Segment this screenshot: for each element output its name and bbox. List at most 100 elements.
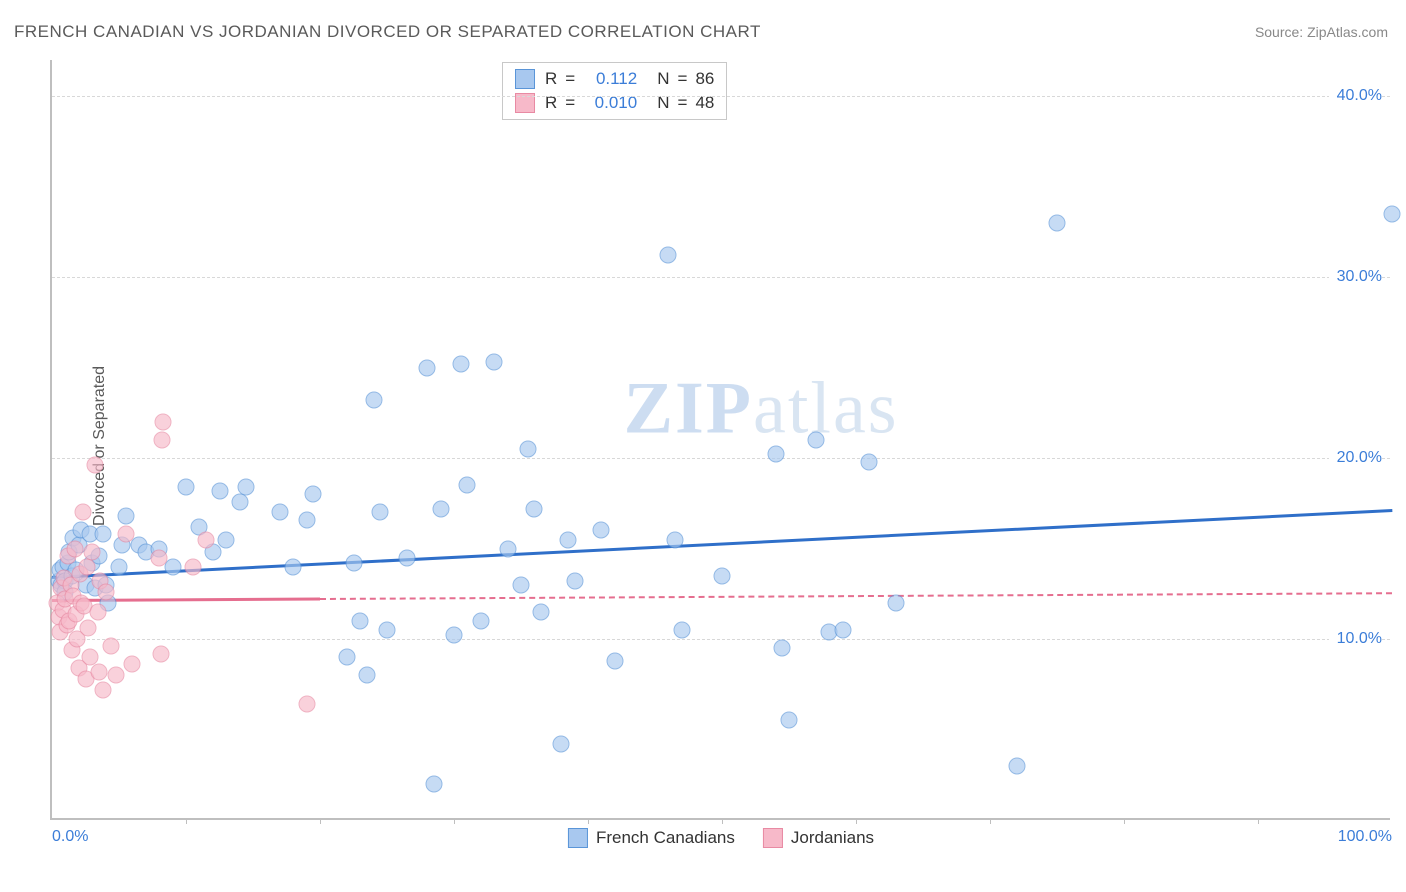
data-point — [124, 656, 141, 673]
xtick-mark — [1258, 818, 1259, 824]
stats-row-series1: R = 0.112 N = 86 — [503, 67, 726, 91]
data-point — [178, 479, 195, 496]
data-point — [432, 500, 449, 517]
xtick-mark — [454, 818, 455, 824]
ytick-label: 10.0% — [1329, 630, 1382, 648]
legend-swatch-1 — [568, 828, 588, 848]
data-point — [94, 526, 111, 543]
data-point — [419, 359, 436, 376]
stat-n-value-1: 86 — [695, 69, 714, 89]
data-point — [834, 622, 851, 639]
data-point — [425, 775, 442, 792]
data-point — [774, 640, 791, 657]
data-point — [102, 638, 119, 655]
data-point — [446, 627, 463, 644]
data-point — [184, 558, 201, 575]
data-point — [606, 652, 623, 669]
source-label: Source: — [1255, 24, 1307, 40]
legend-item-2: Jordanians — [763, 828, 874, 848]
data-point — [231, 493, 248, 510]
data-point — [372, 504, 389, 521]
legend-swatch-2 — [763, 828, 783, 848]
watermark-bold: ZIP — [624, 367, 753, 449]
data-point — [153, 432, 170, 449]
ytick-label: 40.0% — [1329, 87, 1382, 105]
trend-line-dashed — [320, 592, 1392, 600]
data-point — [155, 413, 172, 430]
xtick-mark — [856, 818, 857, 824]
data-point — [888, 594, 905, 611]
data-point — [781, 712, 798, 729]
stats-row-series2: R = 0.010 N = 48 — [503, 91, 726, 115]
data-point — [593, 522, 610, 539]
data-point — [152, 645, 169, 662]
stats-legend-box: R = 0.112 N = 86 R = 0.010 N = 48 — [502, 62, 727, 120]
data-point — [338, 649, 355, 666]
data-point — [526, 500, 543, 517]
data-point — [117, 526, 134, 543]
stat-r-label-1: R — [545, 69, 557, 89]
plot-area: ZIPatlas R = 0.112 N = 86 R = 0.010 N = … — [50, 60, 1390, 820]
gridline — [52, 96, 1390, 97]
xtick-mark — [588, 818, 589, 824]
data-point — [365, 392, 382, 409]
chart-title: FRENCH CANADIAN VS JORDANIAN DIVORCED OR… — [14, 22, 761, 42]
xtick-mark — [320, 818, 321, 824]
data-point — [285, 558, 302, 575]
data-point — [486, 354, 503, 371]
legend-item-1: French Canadians — [568, 828, 735, 848]
data-point — [1008, 757, 1025, 774]
watermark-rest: atlas — [753, 367, 899, 449]
xtick-label: 100.0% — [1338, 828, 1392, 846]
data-point — [1384, 205, 1401, 222]
data-point — [459, 477, 476, 494]
data-point — [499, 540, 516, 557]
data-point — [84, 544, 101, 561]
xtick-mark — [990, 818, 991, 824]
stat-n-label-1: N — [657, 69, 669, 89]
stat-r-value-1: 0.112 — [583, 69, 637, 89]
legend-bottom: French Canadians Jordanians — [568, 828, 874, 848]
data-point — [151, 549, 168, 566]
data-point — [78, 558, 95, 575]
data-point — [86, 457, 103, 474]
data-point — [399, 549, 416, 566]
source-attribution: Source: ZipAtlas.com — [1255, 24, 1388, 40]
data-point — [89, 603, 106, 620]
data-point — [66, 540, 83, 557]
gridline — [52, 639, 1390, 640]
data-point — [198, 531, 215, 548]
ytick-label: 20.0% — [1329, 449, 1382, 467]
data-point — [117, 508, 134, 525]
data-point — [767, 446, 784, 463]
source-value: ZipAtlas.com — [1307, 24, 1388, 40]
data-point — [566, 573, 583, 590]
legend-label-2: Jordanians — [791, 828, 874, 848]
data-point — [861, 453, 878, 470]
data-point — [660, 247, 677, 264]
data-point — [1049, 214, 1066, 231]
data-point — [97, 584, 114, 601]
xtick-mark — [722, 818, 723, 824]
trend-line — [52, 598, 320, 602]
data-point — [238, 479, 255, 496]
data-point — [345, 555, 362, 572]
data-point — [673, 622, 690, 639]
data-point — [452, 356, 469, 373]
data-point — [559, 531, 576, 548]
data-point — [271, 504, 288, 521]
data-point — [94, 681, 111, 698]
data-point — [553, 736, 570, 753]
data-point — [513, 576, 530, 593]
data-point — [352, 612, 369, 629]
data-point — [714, 567, 731, 584]
data-point — [379, 622, 396, 639]
legend-label-1: French Canadians — [596, 828, 735, 848]
data-point — [74, 504, 91, 521]
chart-container: FRENCH CANADIAN VS JORDANIAN DIVORCED OR… — [0, 0, 1406, 892]
gridline — [52, 458, 1390, 459]
xtick-mark — [186, 818, 187, 824]
data-point — [667, 531, 684, 548]
swatch-series1 — [515, 69, 535, 89]
ytick-label: 30.0% — [1329, 268, 1382, 286]
